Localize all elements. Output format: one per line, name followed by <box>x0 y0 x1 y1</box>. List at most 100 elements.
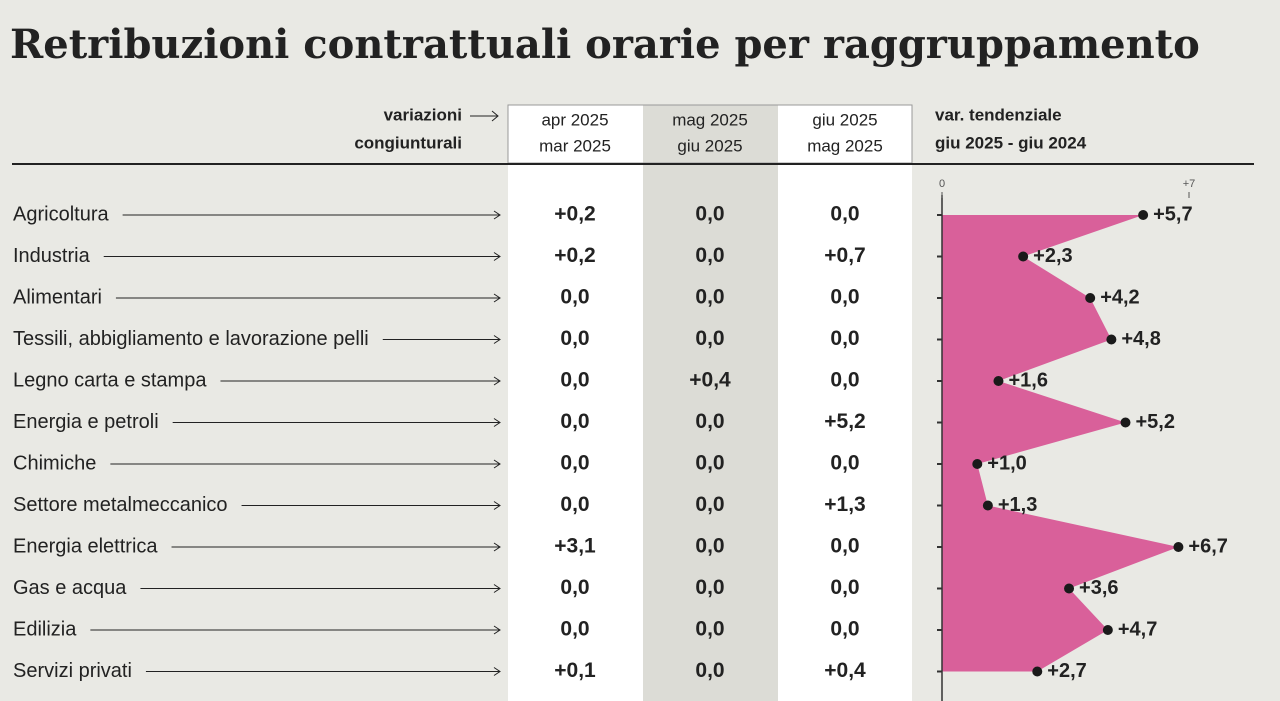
value-label: +6,7 <box>1188 535 1227 557</box>
value-label: +5,7 <box>1153 203 1192 225</box>
arrow <box>103 252 501 261</box>
column-band <box>643 105 778 701</box>
cell: 0,0 <box>830 618 859 641</box>
arrow <box>140 584 501 593</box>
row-label: Alimentari <box>13 286 102 308</box>
dot <box>1138 210 1149 220</box>
arrow <box>172 418 501 427</box>
row-label: Edilizia <box>13 618 77 640</box>
cell: 0,0 <box>560 327 589 350</box>
cell: 0,0 <box>695 286 724 309</box>
value-label: +2,7 <box>1047 660 1086 682</box>
value-label: +4,7 <box>1118 618 1157 640</box>
dot <box>1085 293 1096 303</box>
cell: 0,0 <box>830 576 859 599</box>
column-header: mar 2025 <box>539 136 611 155</box>
column-band <box>508 105 643 701</box>
column-header: giu 2025 <box>812 110 877 129</box>
cell: 0,0 <box>695 410 724 433</box>
row-label: Energia e petroli <box>13 411 159 433</box>
area <box>942 215 1179 701</box>
cell: +1,3 <box>824 493 865 516</box>
row-label: Chimiche <box>13 452 96 474</box>
cell: 0,0 <box>830 535 859 558</box>
cell: 0,0 <box>695 203 724 226</box>
dot <box>1102 625 1113 635</box>
dot <box>1173 542 1184 552</box>
value-label: +1,3 <box>998 494 1037 516</box>
row-header: congiunturali <box>354 133 462 152</box>
value-label: +4,8 <box>1121 328 1160 350</box>
cell: 0,0 <box>830 452 859 475</box>
dot <box>1064 583 1075 594</box>
row-label: Servizi privati <box>13 660 132 682</box>
chart-title: var. tendenziale <box>935 105 1062 124</box>
value-label: +4,2 <box>1100 286 1139 308</box>
cell: 0,0 <box>560 369 589 392</box>
cell: +0,4 <box>689 369 731 392</box>
cell: 0,0 <box>830 203 859 226</box>
cell: 0,0 <box>830 369 859 392</box>
value-label: +5,2 <box>1135 411 1174 433</box>
cell: 0,0 <box>830 327 859 350</box>
arrow <box>220 376 501 386</box>
row-label: Legno carta e stampa <box>13 369 207 391</box>
arrow <box>171 542 501 552</box>
column-band <box>778 105 912 701</box>
cell: +0,4 <box>824 659 866 682</box>
arrow <box>110 459 501 469</box>
dot <box>1106 334 1117 345</box>
row-header: variazioni <box>384 105 462 124</box>
cell: 0,0 <box>695 493 724 516</box>
value-label: +1,6 <box>1008 369 1047 391</box>
dot <box>982 500 993 511</box>
row-label: Gas e acqua <box>13 577 127 599</box>
cell: 0,0 <box>830 286 859 309</box>
dot <box>1032 666 1043 677</box>
cell: 0,0 <box>560 452 589 475</box>
arrow <box>122 210 501 220</box>
cell: 0,0 <box>560 493 589 516</box>
row-label: Energia elettrica <box>13 535 158 557</box>
value-label: +1,0 <box>987 452 1026 474</box>
x-tick-label: +7 <box>1183 178 1196 190</box>
cell: +0,7 <box>824 244 865 267</box>
arrow <box>115 293 501 303</box>
cell: 0,0 <box>695 244 724 267</box>
dot <box>1120 417 1131 428</box>
cell: 0,0 <box>560 286 589 309</box>
arrow <box>470 110 499 122</box>
cell: 0,0 <box>695 535 724 558</box>
arrow <box>241 501 501 510</box>
cell: +5,2 <box>824 410 865 433</box>
arrow <box>382 335 501 344</box>
row-label: Tessili, abbigliamento e lavorazione pel… <box>13 328 369 350</box>
dot <box>993 376 1004 386</box>
cell: +3,1 <box>554 535 596 558</box>
column-header: apr 2025 <box>541 110 608 129</box>
row-label: Agricoltura <box>13 203 109 225</box>
column-header: mag 2025 <box>807 136 883 155</box>
row-label: Settore metalmeccanico <box>13 494 228 516</box>
arrow <box>90 625 501 635</box>
column-header: giu 2025 <box>677 136 742 155</box>
arrow <box>145 667 501 676</box>
value-label: +2,3 <box>1033 245 1072 267</box>
dot <box>1018 251 1029 262</box>
value-label: +3,6 <box>1079 577 1118 599</box>
title: Retribuzioni contrattuali orarie per rag… <box>10 21 1200 68</box>
cell: 0,0 <box>695 659 724 682</box>
dot <box>972 459 983 469</box>
cell: +0,1 <box>554 659 596 682</box>
chart-subtitle: giu 2025 - giu 2024 <box>935 133 1087 152</box>
cell: 0,0 <box>695 576 724 599</box>
x-tick-label: 0 <box>939 178 945 190</box>
cell: 0,0 <box>695 452 724 475</box>
cell: 0,0 <box>560 410 589 433</box>
column-header: mag 2025 <box>672 110 748 129</box>
cell: 0,0 <box>560 576 589 599</box>
cell: +0,2 <box>554 203 595 226</box>
cell: +0,2 <box>554 244 595 267</box>
cell: 0,0 <box>695 327 724 350</box>
